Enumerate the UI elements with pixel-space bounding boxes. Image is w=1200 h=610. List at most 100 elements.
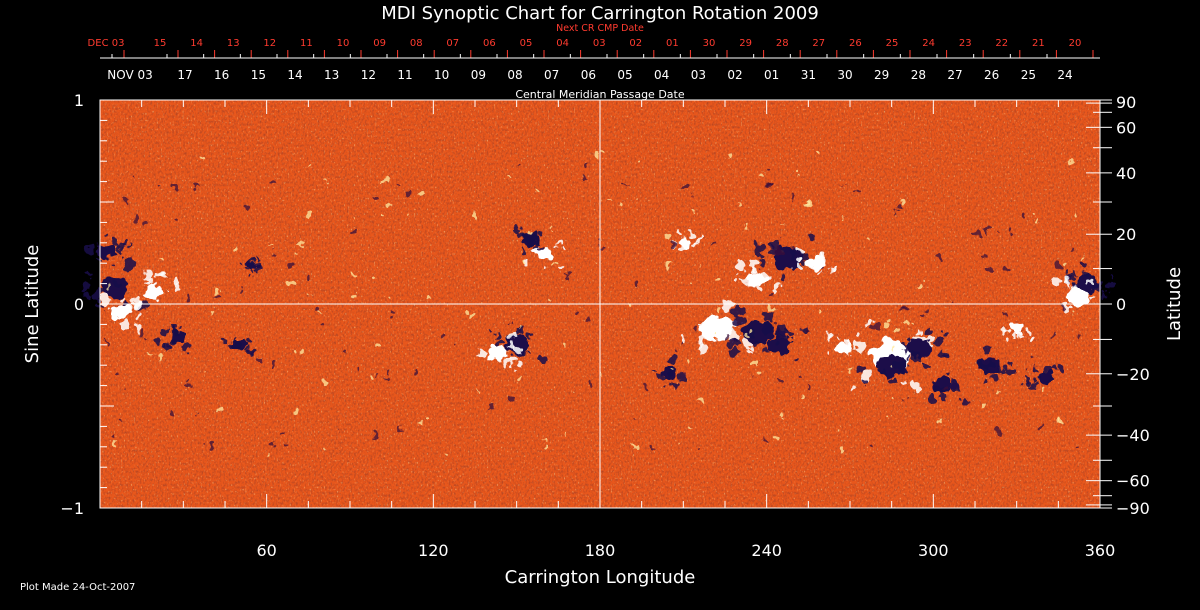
flux-negative bbox=[872, 324, 879, 331]
flux-negative bbox=[581, 174, 587, 180]
region-speck bbox=[496, 357, 503, 364]
y-tick-label-right: −90 bbox=[1116, 499, 1150, 518]
flux-negative bbox=[643, 384, 649, 390]
flux-negative bbox=[454, 340, 458, 344]
region-speck bbox=[513, 344, 523, 353]
flux-positive bbox=[698, 398, 703, 403]
flux-negative bbox=[862, 365, 865, 368]
region-speck bbox=[903, 365, 910, 373]
active-region-negative bbox=[222, 335, 256, 356]
region-speck bbox=[101, 296, 109, 304]
region-speck bbox=[1108, 275, 1113, 279]
flux-negative bbox=[996, 429, 1003, 435]
flux-negative bbox=[843, 185, 846, 187]
region-speck bbox=[889, 378, 897, 386]
region-speck bbox=[771, 288, 778, 295]
flux-negative bbox=[246, 206, 251, 211]
flux-positive bbox=[893, 328, 899, 334]
region-speck bbox=[670, 383, 677, 390]
flux-negative bbox=[669, 242, 676, 248]
flux-negative bbox=[864, 387, 867, 389]
region-speck bbox=[110, 238, 118, 247]
active-region-negative bbox=[977, 346, 1014, 383]
flux-positive bbox=[889, 365, 894, 369]
region-speck bbox=[83, 293, 91, 300]
flux-negative bbox=[776, 248, 783, 254]
flux-positive bbox=[518, 324, 521, 328]
flux-positive bbox=[687, 358, 694, 365]
plot-made-note: Plot Made 24-Oct-2007 bbox=[20, 582, 135, 593]
region-speck bbox=[536, 246, 542, 252]
region-speck bbox=[934, 336, 943, 345]
region-speck bbox=[676, 382, 680, 386]
cmp-date-label: NOV 03 bbox=[107, 68, 153, 82]
flux-negative bbox=[764, 439, 768, 443]
flux-positive bbox=[549, 227, 552, 230]
cmp-date-label: 31 bbox=[801, 68, 816, 82]
flux-negative bbox=[123, 196, 129, 202]
region-speck bbox=[1033, 366, 1038, 371]
flux-negative bbox=[386, 375, 389, 379]
flux-positive bbox=[507, 175, 511, 180]
flux-positive bbox=[571, 391, 574, 394]
region-speck bbox=[509, 331, 519, 341]
region-speck bbox=[504, 357, 512, 366]
cmp-date-label: 07 bbox=[544, 68, 559, 82]
flux-positive bbox=[417, 419, 422, 424]
flux-negative bbox=[1054, 262, 1060, 268]
region-speck bbox=[521, 235, 528, 241]
y-tick-label-right: 90 bbox=[1116, 93, 1136, 112]
region-speck bbox=[556, 241, 562, 246]
region-speck bbox=[843, 336, 851, 344]
region-speck bbox=[1011, 324, 1016, 329]
flux-negative bbox=[1013, 372, 1016, 375]
flux-positive bbox=[595, 151, 601, 157]
region-speck bbox=[894, 360, 906, 372]
region-speck bbox=[239, 261, 243, 265]
next-cr-axis: DEC 03 15 14 13 12 11 10 09 08 07 06 05 04 03 02 01 30 29… bbox=[88, 38, 1094, 58]
flux-negative bbox=[135, 216, 141, 222]
region-speck bbox=[999, 369, 1006, 376]
region-speck bbox=[1003, 328, 1007, 333]
region-speck bbox=[519, 248, 525, 254]
region-speck bbox=[679, 244, 685, 249]
flux-positive bbox=[805, 201, 812, 208]
flux-positive bbox=[776, 436, 782, 442]
active-region-negative bbox=[901, 328, 950, 373]
x-tick-label: 120 bbox=[418, 541, 449, 560]
flux-positive bbox=[518, 377, 524, 383]
flux-positive bbox=[292, 252, 296, 256]
region-speck bbox=[927, 395, 937, 405]
region-speck bbox=[807, 262, 816, 271]
flux-positive bbox=[426, 296, 431, 301]
flux-positive bbox=[323, 177, 326, 181]
flux-positive bbox=[743, 224, 748, 229]
flux-negative bbox=[1036, 424, 1042, 430]
flux-negative bbox=[797, 377, 802, 381]
next-cr-date-label: 04 bbox=[556, 38, 569, 49]
cmp-date-label: 10 bbox=[434, 68, 449, 82]
region-speck bbox=[666, 376, 671, 381]
flux-positive bbox=[270, 244, 273, 247]
region-speck bbox=[865, 318, 874, 327]
flux-positive bbox=[679, 443, 682, 446]
flux-negative bbox=[984, 227, 990, 233]
flux-negative bbox=[694, 327, 698, 331]
flux-positive bbox=[1062, 260, 1068, 266]
flux-positive bbox=[664, 264, 671, 271]
region-speck bbox=[1047, 375, 1053, 381]
region-speck bbox=[731, 315, 743, 327]
region-speck bbox=[1102, 290, 1109, 298]
flux-positive bbox=[369, 375, 374, 381]
region-speck bbox=[995, 365, 1002, 372]
flux-negative bbox=[973, 231, 980, 237]
region-speck bbox=[835, 336, 839, 341]
flux-negative bbox=[793, 246, 797, 249]
region-speck bbox=[560, 247, 565, 252]
active-region-positive bbox=[793, 247, 836, 277]
flux-positive bbox=[380, 212, 385, 217]
flux-negative bbox=[124, 387, 128, 390]
flux-negative bbox=[1028, 352, 1035, 359]
flux-positive bbox=[560, 343, 566, 348]
flux-positive bbox=[980, 403, 987, 410]
